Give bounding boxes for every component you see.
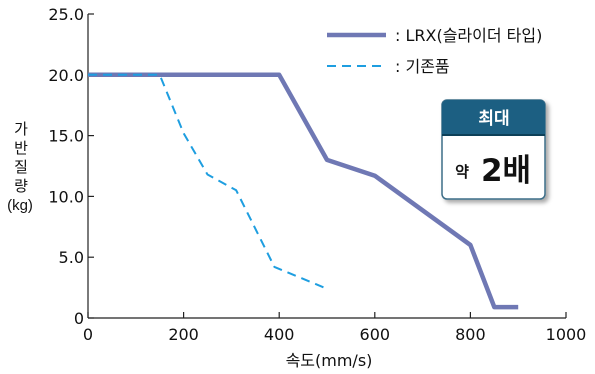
x-tick-label: 800: [455, 325, 486, 344]
x-tick-label: 400: [264, 325, 295, 344]
badge-top-panel: [442, 100, 545, 135]
x-tick-label: 0: [83, 325, 93, 344]
badge-top-label: 최대: [478, 109, 509, 129]
y-tick-label: 20.0: [48, 66, 84, 85]
y-tick-label: 25.0: [48, 5, 84, 24]
legend-label-0: : LRX(슬라이더 타입): [395, 26, 542, 45]
legend-label-1: : 기존품: [395, 57, 450, 76]
max-2x-badge: [441, 99, 546, 200]
y-axis-title-char: 반: [14, 140, 28, 157]
y-tick-label: 10.0: [48, 187, 84, 206]
y-tick-label: 15.0: [48, 127, 84, 146]
x-tick-label: 600: [360, 325, 391, 344]
y-tick-label: 5.0: [59, 248, 84, 267]
x-axis-title: 속도(mm/s): [286, 351, 373, 370]
series-group: [87, 72, 519, 310]
y-axis-title-char: 량: [14, 178, 28, 195]
axes: 0 200 400 600 800 1000 0 5.0 10.0 15.0 20.0 25.0: [48, 5, 586, 344]
y-axis-title-char: 가: [14, 121, 28, 138]
legend: : LRX(슬라이더 타입) : 기존품: [327, 26, 542, 76]
y-axis-title-char: 질: [14, 159, 28, 176]
badge-prefix: 약: [455, 163, 469, 181]
badge-value: 2배: [481, 153, 531, 189]
y-tick-label: 0: [74, 309, 84, 328]
y-axis-unit: (kg): [7, 197, 33, 214]
series-line-1: [88, 73, 328, 290]
x-tick-label: 200: [168, 325, 199, 344]
x-tick-label: 1000: [546, 325, 587, 344]
